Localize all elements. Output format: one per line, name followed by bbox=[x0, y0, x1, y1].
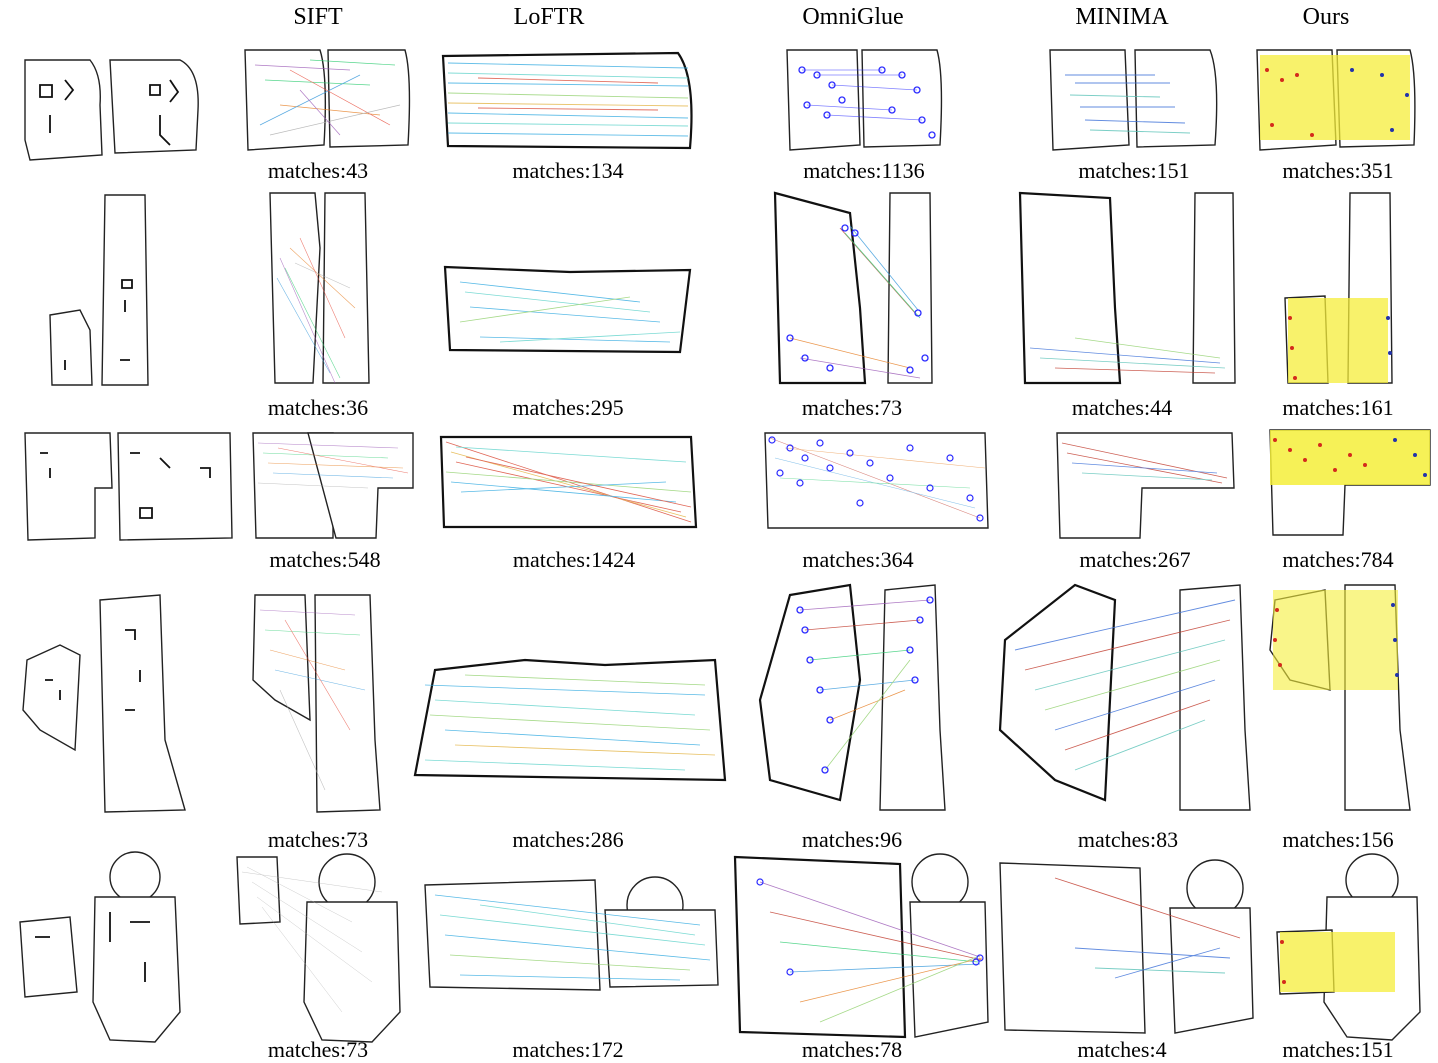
loftr-match-row5 bbox=[424, 876, 719, 991]
minima-match-row3 bbox=[1056, 432, 1235, 539]
caption-ours-row3: matches:784 bbox=[1282, 547, 1394, 572]
input-pair-row5 bbox=[19, 851, 181, 1043]
sift-match-row2 bbox=[269, 192, 370, 384]
caption-loftr-row1: matches:134 bbox=[512, 158, 624, 183]
minima-match-row1 bbox=[1049, 49, 1218, 151]
caption-sift-row1: matches:43 bbox=[267, 158, 369, 183]
loftr-match-row3 bbox=[439, 435, 698, 529]
input-pair-row2 bbox=[49, 194, 149, 386]
column-header-loftr: LoFTR bbox=[513, 4, 585, 30]
input-pair-row3 bbox=[24, 432, 233, 541]
column-header-ours: Ours bbox=[1302, 4, 1350, 30]
caption-minima-row5: matches:4 bbox=[1077, 1037, 1167, 1062]
column-header-omniglue: OmniGlue bbox=[802, 4, 904, 30]
ours-match-row4 bbox=[1269, 584, 1411, 811]
caption-minima-row4: matches:83 bbox=[1077, 827, 1179, 852]
caption-loftr-row5: matches:172 bbox=[512, 1037, 624, 1062]
caption-omniglue-row2: matches:73 bbox=[801, 395, 903, 420]
sift-match-row3 bbox=[252, 432, 414, 539]
caption-omniglue-row4: matches:96 bbox=[801, 827, 903, 852]
minima-match-row4 bbox=[998, 583, 1251, 811]
caption-sift-row3: matches:548 bbox=[269, 547, 381, 572]
omniglue-match-row5 bbox=[733, 853, 989, 1039]
caption-loftr-row4: matches:286 bbox=[512, 827, 624, 852]
caption-ours-row2: matches:161 bbox=[1282, 395, 1394, 420]
loftr-match-row4 bbox=[413, 658, 727, 782]
caption-ours-row1: matches:351 bbox=[1282, 158, 1394, 183]
minima-match-row2 bbox=[1018, 191, 1236, 385]
omniglue-match-row4 bbox=[758, 583, 946, 811]
column-header-sift: SIFT bbox=[293, 4, 343, 30]
ours-match-row1 bbox=[1256, 49, 1416, 151]
caption-minima-row1: matches:151 bbox=[1078, 158, 1190, 183]
omniglue-match-row2 bbox=[773, 191, 933, 385]
caption-ours-row5: matches:151 bbox=[1282, 1037, 1394, 1062]
caption-loftr-row2: matches:295 bbox=[512, 395, 624, 420]
caption-omniglue-row1: matches:1136 bbox=[803, 158, 925, 183]
caption-omniglue-row3: matches:364 bbox=[802, 547, 914, 572]
caption-ours-row4: matches:156 bbox=[1282, 827, 1394, 852]
loftr-match-row1 bbox=[441, 51, 693, 150]
caption-minima-row3: matches:267 bbox=[1079, 547, 1191, 572]
caption-sift-row4: matches:73 bbox=[267, 827, 369, 852]
caption-loftr-row3: matches:1424 bbox=[512, 547, 636, 572]
column-header-minima: MINIMA bbox=[1075, 4, 1169, 30]
input-pair-row1 bbox=[24, 59, 199, 161]
sift-match-row1 bbox=[244, 49, 411, 151]
ours-match-row3 bbox=[1269, 429, 1431, 536]
caption-sift-row5: matches:73 bbox=[267, 1037, 369, 1062]
sift-match-row5 bbox=[236, 853, 401, 1043]
minima-match-row5 bbox=[999, 859, 1254, 1034]
caption-sift-row2: matches:36 bbox=[267, 395, 369, 420]
ours-match-row5 bbox=[1276, 853, 1421, 1041]
caption-omniglue-row5: matches:78 bbox=[801, 1037, 903, 1062]
sift-match-row4 bbox=[252, 594, 381, 813]
caption-minima-row2: matches:44 bbox=[1071, 395, 1173, 420]
omniglue-match-row3 bbox=[764, 432, 989, 529]
input-pair-row4 bbox=[22, 594, 186, 813]
ours-match-row2 bbox=[1284, 192, 1393, 384]
loftr-match-row2 bbox=[443, 265, 692, 354]
omniglue-match-row1 bbox=[786, 49, 943, 151]
